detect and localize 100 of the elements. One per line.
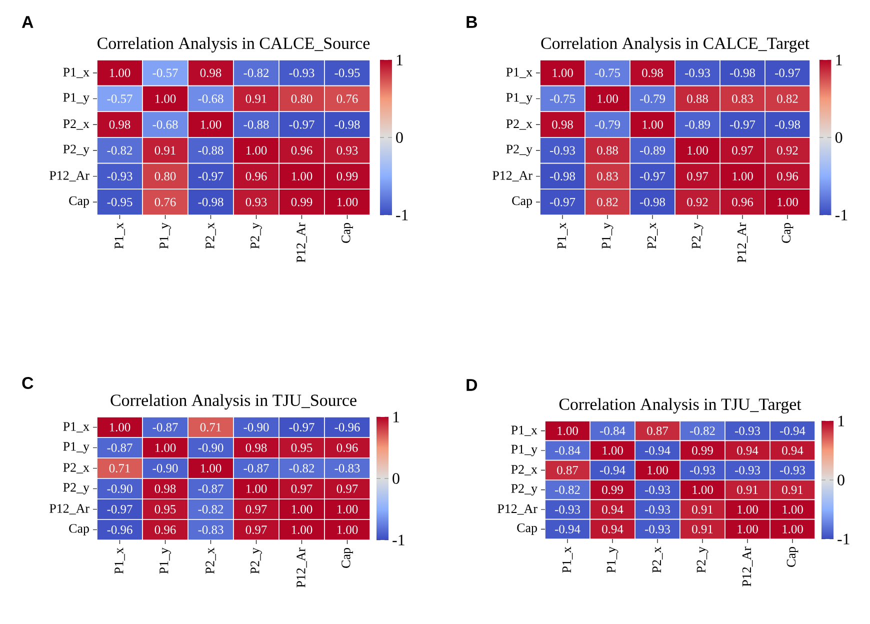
text: C (22, 377, 34, 389)
y-tick-label: P1_x (506, 68, 532, 78)
x-tick-label: P2_x (652, 546, 663, 573)
data-label: -0.82 (244, 68, 269, 78)
data-label: -0.90 (152, 464, 178, 472)
text: A (22, 16, 34, 28)
data-label: 1.00 (738, 524, 758, 534)
data-label: 1.00 (292, 172, 312, 180)
data-label: -0.93 (735, 426, 760, 436)
data-label: -0.94 (600, 466, 626, 474)
data-label: -0.98 (775, 120, 800, 129)
data-label: -0.96 (107, 526, 132, 534)
data-label: 0.91 (692, 505, 713, 514)
y-tick-label: P1_x (63, 68, 90, 78)
data-label: -0.93 (555, 505, 580, 514)
data-label: 0.76 (154, 198, 176, 206)
x-tick-label: P12_Ar (296, 548, 307, 588)
y-tick-label: P12_Ar (498, 504, 538, 515)
x-tick-label: P1_y (160, 548, 171, 574)
data-label: -0.79 (640, 94, 665, 103)
data-label: 1.00 (552, 68, 573, 78)
x-tick-label: Cap (342, 223, 353, 243)
data-label: -0.93 (690, 466, 715, 474)
data-label: 0.83 (597, 172, 618, 180)
text: B (466, 16, 477, 28)
data-label: 1.00 (200, 120, 222, 129)
data-label: 1.00 (778, 198, 798, 206)
color-bar-label: 1 (396, 54, 403, 66)
x-tick-label: P1_x (557, 222, 568, 249)
data-label: -0.89 (640, 146, 665, 155)
color-bar-label: 1 (838, 416, 844, 426)
data-label: 1.00 (688, 146, 708, 155)
data-label: 1.00 (246, 146, 267, 155)
data-label: 0.99 (692, 446, 713, 455)
data-label: -0.98 (550, 172, 575, 180)
color-bar-label: 0 (835, 132, 842, 143)
data-label: -0.90 (198, 444, 224, 452)
data-label: 0.98 (154, 484, 176, 493)
data-label: -0.98 (730, 68, 755, 78)
y-tick-label: P1_y (63, 442, 90, 454)
y-tick-label: P2_y (511, 484, 538, 496)
x-tick-label: P2_y (250, 222, 262, 249)
data-label: -0.83 (334, 464, 360, 472)
data-label: -0.93 (289, 68, 314, 78)
x-tick-label: P1_x (114, 548, 125, 574)
x-tick-label: Cap (786, 547, 798, 567)
data-label: 0.93 (336, 146, 358, 155)
data-label: 0.97 (732, 146, 754, 155)
data-label: 0.98 (246, 444, 267, 452)
data-label: 0.96 (336, 444, 358, 452)
data-label: -0.97 (550, 198, 576, 206)
data-label: 0.83 (732, 94, 753, 103)
data-label: 0.96 (777, 172, 798, 180)
chart-title: Correlation Analysis in CALCE_Source (98, 37, 370, 52)
data-label: -0.94 (780, 426, 806, 436)
data-label: 0.88 (687, 94, 708, 103)
x-tick-label: P12_Ar (737, 222, 748, 262)
data-label: 0.97 (291, 484, 312, 493)
data-label: 0.96 (154, 526, 176, 534)
data-label: -0.68 (152, 120, 178, 129)
y-tick-label: P1_x (511, 426, 538, 436)
data-label: 0.92 (687, 198, 708, 206)
data-label: -0.84 (600, 426, 626, 436)
data-label: -0.93 (645, 505, 670, 514)
data-label: 1.00 (598, 94, 618, 103)
data-label: 1.00 (110, 423, 130, 432)
data-label: 0.97 (246, 526, 267, 534)
data-label: 0.87 (647, 426, 668, 436)
data-label: -0.94 (555, 524, 580, 534)
data-label: 1.00 (648, 466, 668, 474)
x-tick-label: P1_x (562, 546, 573, 573)
data-label: 1.00 (337, 198, 358, 206)
color-bar-label: -1 (838, 534, 850, 544)
data-label: -0.83 (198, 526, 224, 534)
data-label: 0.97 (687, 172, 708, 180)
data-label: -0.93 (645, 524, 670, 534)
data-label: 0.96 (246, 172, 267, 180)
data-label: 1.00 (692, 486, 713, 494)
data-label: -0.79 (595, 120, 620, 129)
data-label: 1.00 (200, 464, 222, 472)
data-label: 0.80 (291, 94, 312, 103)
data-label: 1.00 (155, 94, 176, 103)
data-label: -0.90 (244, 423, 269, 432)
x-tick-label: P2_x (647, 222, 658, 249)
chart-title: Correlation Analysis in TJU_Source (110, 394, 356, 410)
data-label: 1.00 (337, 526, 358, 534)
data-label: -0.75 (595, 68, 620, 78)
data-label: -0.87 (107, 444, 132, 452)
data-label: 0.96 (732, 198, 754, 206)
data-label: -0.95 (334, 68, 360, 78)
data-label: -0.87 (152, 423, 178, 432)
data-label: 1.00 (292, 526, 312, 534)
data-label: -0.90 (107, 484, 132, 493)
x-tick-label: P12_Ar (296, 222, 307, 262)
data-label: 0.91 (154, 146, 176, 155)
data-label: -0.57 (152, 68, 178, 78)
data-label: 0.98 (200, 68, 222, 78)
data-label: 0.98 (552, 120, 573, 129)
y-tick-label: Cap (512, 196, 532, 208)
x-tick-label: P1_x (114, 222, 125, 249)
